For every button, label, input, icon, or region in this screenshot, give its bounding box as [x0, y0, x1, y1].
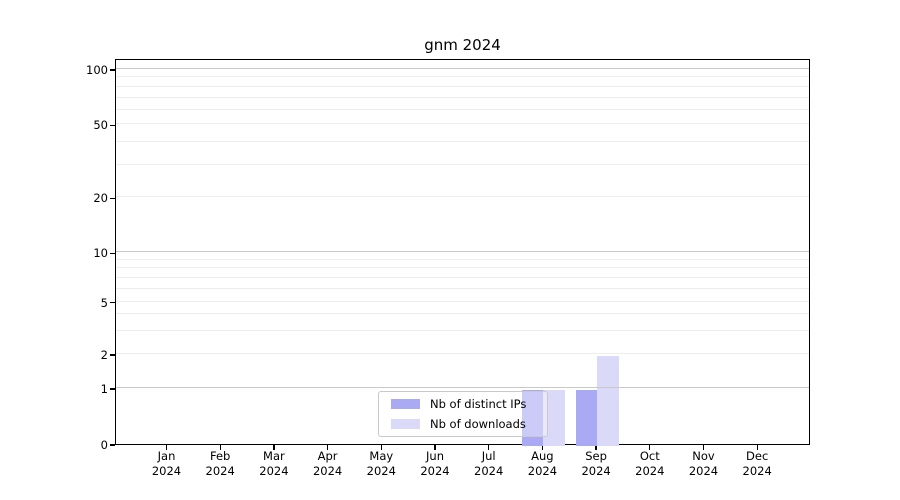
legend: Nb of distinct IPs Nb of downloads	[378, 391, 548, 437]
gridline-minor	[116, 276, 809, 278]
bar-distinct-ips	[521, 389, 544, 446]
x-tick-mark	[649, 445, 651, 450]
x-tick-mark	[434, 445, 436, 450]
y-tick-label: 50	[93, 118, 108, 133]
y-tick-mark	[110, 301, 115, 304]
x-tick-mark	[380, 445, 382, 450]
legend-swatch	[391, 399, 420, 409]
x-tick-mark	[219, 445, 221, 450]
gridline-minor	[116, 85, 809, 87]
bars-layer	[116, 60, 809, 446]
x-tick-year: 2024	[420, 463, 450, 478]
grid-layer	[116, 60, 809, 444]
gridline-minor	[116, 196, 809, 198]
gridline-minor	[116, 123, 809, 125]
bar-downloads	[597, 355, 619, 446]
x-tick-label: Jan 2024	[139, 449, 195, 478]
y-tick-label: 1	[100, 381, 108, 396]
y-tick-label: 100	[86, 63, 108, 77]
x-tick-month: Oct	[639, 449, 660, 463]
x-tick-year: 2024	[474, 463, 504, 478]
x-tick-year: 2024	[527, 463, 558, 478]
x-tick-label: Dec 2024	[729, 449, 785, 478]
x-tick-year: 2024	[312, 463, 343, 478]
x-tick-month: Apr	[317, 449, 338, 463]
x-tick-label: Nov 2024	[676, 449, 732, 478]
gridline-minor	[116, 313, 809, 315]
x-tick-mark	[541, 445, 544, 450]
x-tick-mark	[595, 445, 597, 450]
gridline-minor	[116, 300, 809, 302]
x-tick-year: 2024	[635, 463, 665, 478]
x-tick-mark	[488, 445, 490, 450]
gridline-minor	[116, 353, 809, 354]
x-tick-label: May 2024	[353, 449, 409, 478]
gridline-minor	[116, 267, 809, 269]
x-tick-month: Aug	[531, 449, 554, 463]
gridline-minor	[116, 258, 809, 260]
y-tick-mark	[110, 252, 115, 254]
gridline-minor	[116, 141, 809, 143]
x-tick-month: Dec	[746, 449, 769, 463]
y-tick-mark	[110, 444, 115, 446]
gridline-minor	[116, 108, 809, 110]
x-tick-month: Sep	[585, 449, 607, 463]
y-tick-mark	[110, 354, 115, 356]
x-tick-label: Jun 2024	[407, 449, 463, 478]
y-tick-label: 20	[93, 191, 108, 206]
y-tick-label: 0	[100, 438, 108, 452]
y-tick-mark	[110, 197, 115, 199]
gridline-major	[116, 68, 809, 70]
y-tick-label: 5	[100, 295, 108, 310]
gridline-minor	[116, 287, 809, 289]
x-tick-year: 2024	[366, 463, 396, 478]
bar-downloads	[543, 389, 565, 446]
x-tick-month: Feb	[210, 449, 231, 463]
x-tick-month: Jun	[426, 449, 444, 463]
y-tick-label: 2	[100, 347, 108, 362]
gridline-major	[116, 251, 809, 253]
x-tick-mark	[273, 445, 275, 450]
x-tick-label: Feb 2024	[192, 449, 248, 478]
legend-row: Nb of downloads	[385, 416, 541, 433]
x-tick-year: 2024	[742, 463, 772, 478]
x-tick-year: 2024	[688, 463, 719, 478]
x-tick-label: Sep 2024	[568, 449, 624, 478]
y-tick-mark	[110, 124, 115, 126]
gridline-major	[116, 387, 809, 388]
y-tick-mark	[110, 69, 115, 71]
plot-area: Nb of distinct IPs Nb of downloads	[115, 59, 810, 446]
x-tick-year: 2024	[259, 463, 289, 478]
x-tick-label: Apr 2024	[300, 449, 356, 478]
x-tick-mark	[702, 445, 705, 450]
x-tick-mark	[326, 445, 329, 450]
x-tick-month: May	[369, 449, 394, 463]
x-tick-label: Jul 2024	[461, 449, 517, 478]
x-tick-mark	[756, 445, 758, 450]
gridline-minor	[116, 96, 809, 98]
chart-title: gnm 2024	[424, 36, 501, 54]
x-tick-year: 2024	[205, 463, 235, 478]
x-tick-year: 2024	[151, 463, 182, 478]
x-tick-year: 2024	[581, 463, 611, 478]
gridline-minor	[116, 164, 809, 165]
y-tick-mark	[110, 388, 115, 390]
gridline-minor	[116, 329, 809, 331]
x-tick-label: Mar 2024	[246, 449, 302, 478]
x-tick-month: Nov	[692, 449, 715, 463]
legend-label: Nb of distinct IPs	[430, 397, 527, 411]
gridline-minor	[116, 76, 809, 78]
x-tick-label: Aug 2024	[514, 449, 570, 478]
legend-label: Nb of downloads	[430, 417, 526, 431]
x-tick-month: Mar	[263, 449, 285, 463]
legend-row: Nb of distinct IPs	[385, 396, 541, 413]
y-tick-label: 10	[93, 246, 108, 261]
x-tick-label: Oct 2024	[622, 449, 678, 478]
legend-swatch	[391, 419, 420, 429]
x-tick-mark	[165, 445, 168, 450]
x-tick-month: Jan	[157, 449, 176, 463]
x-tick-month: Jul	[481, 449, 496, 463]
bar-distinct-ips	[575, 389, 598, 446]
